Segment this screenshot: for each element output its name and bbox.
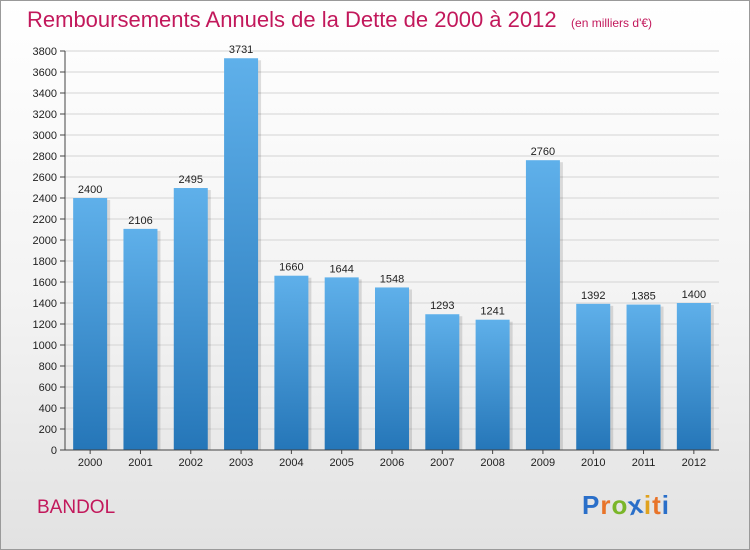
y-tick-label: 2200 [33, 214, 57, 226]
y-tick-label: 3400 [33, 88, 57, 100]
data-label: 2400 [78, 184, 102, 196]
logo-letter: t [652, 490, 662, 520]
y-tick-label: 3000 [33, 130, 57, 142]
x-tick-label: 2011 [632, 457, 656, 469]
bars [73, 58, 714, 451]
y-axis: 0 200 400 600 800 1000 1200 1400 1600 1800 2000 220… [33, 46, 66, 457]
x-tick-label: 2009 [531, 457, 555, 469]
bar [375, 287, 409, 450]
data-label: 2760 [531, 146, 555, 158]
data-label: 1241 [480, 306, 504, 318]
bar [576, 303, 611, 450]
y-tick-label: 2800 [33, 151, 57, 163]
bar [475, 319, 510, 450]
data-labels: 2400 2106 2495 3731 1660 1644 1548 1293 1241 2760… [78, 44, 706, 317]
logo-letter: i [643, 490, 653, 520]
y-tick-label: 3600 [33, 67, 57, 79]
y-tick-label: 1800 [33, 256, 57, 268]
chart-unit: (en milliers d'€) [571, 16, 653, 30]
y-tick-label: 1200 [33, 319, 57, 331]
bar [274, 275, 309, 450]
y-tick-label: 1400 [33, 298, 57, 310]
y-tick-label: 2400 [33, 193, 57, 205]
bar [224, 58, 259, 451]
data-label: 1293 [430, 300, 454, 312]
y-tick-label: 600 [39, 382, 57, 394]
x-tick-label: 2010 [581, 457, 605, 469]
bar [626, 304, 661, 450]
y-tick-label: 3800 [33, 46, 57, 58]
y-tick-label: 3200 [33, 109, 57, 121]
city-name: BANDOL [37, 497, 116, 518]
x-tick-label: 2008 [480, 457, 504, 469]
y-tick-label: 800 [39, 361, 57, 373]
data-label: 3731 [229, 44, 253, 56]
bar [173, 188, 208, 450]
x-tick-label: 2000 [78, 457, 102, 469]
logo-letter: i [661, 490, 670, 520]
bar [525, 160, 560, 450]
proxiti-logo[interactable]: Proxiti [582, 489, 670, 522]
chart-title-block: Remboursements Annuels de la Dette de 20… [27, 7, 652, 33]
x-tick-label: 2001 [128, 457, 152, 469]
data-label: 1644 [329, 263, 353, 275]
data-label: 2106 [128, 215, 152, 227]
chart-title: Remboursements Annuels de la Dette de 20… [27, 7, 557, 32]
y-tick-label: 2000 [33, 235, 57, 247]
y-tick-label: 2600 [33, 172, 57, 184]
data-label: 1385 [631, 291, 655, 303]
y-tick-label: 400 [39, 403, 57, 415]
data-label: 1660 [279, 262, 303, 274]
y-tick-label: 200 [39, 424, 57, 436]
bar [324, 277, 359, 450]
bar [425, 314, 460, 450]
data-label: 1400 [682, 289, 706, 301]
x-tick-label: 2002 [179, 457, 203, 469]
logo-letter: r [600, 490, 612, 520]
logo-letter: P [582, 490, 601, 520]
bar [676, 303, 711, 450]
x-tick-label: 2012 [682, 457, 706, 469]
x-axis: 2000 2001 2002 2003 2004 2005 2006 2007 2008 2009… [65, 449, 719, 469]
x-tick-label: 2005 [329, 457, 353, 469]
y-tick-label: 0 [51, 445, 57, 457]
data-label: 1392 [581, 290, 605, 302]
data-label: 2495 [179, 174, 203, 186]
bar [73, 198, 108, 450]
logo-letter: o [611, 490, 629, 520]
data-label: 1548 [380, 273, 404, 285]
y-tick-label: 1000 [33, 340, 57, 352]
x-tick-label: 2004 [279, 457, 303, 469]
x-tick-label: 2003 [229, 457, 253, 469]
x-tick-label: 2006 [380, 457, 404, 469]
bar [123, 228, 158, 450]
y-tick-label: 1600 [33, 277, 57, 289]
x-tick-label: 2007 [430, 457, 454, 469]
